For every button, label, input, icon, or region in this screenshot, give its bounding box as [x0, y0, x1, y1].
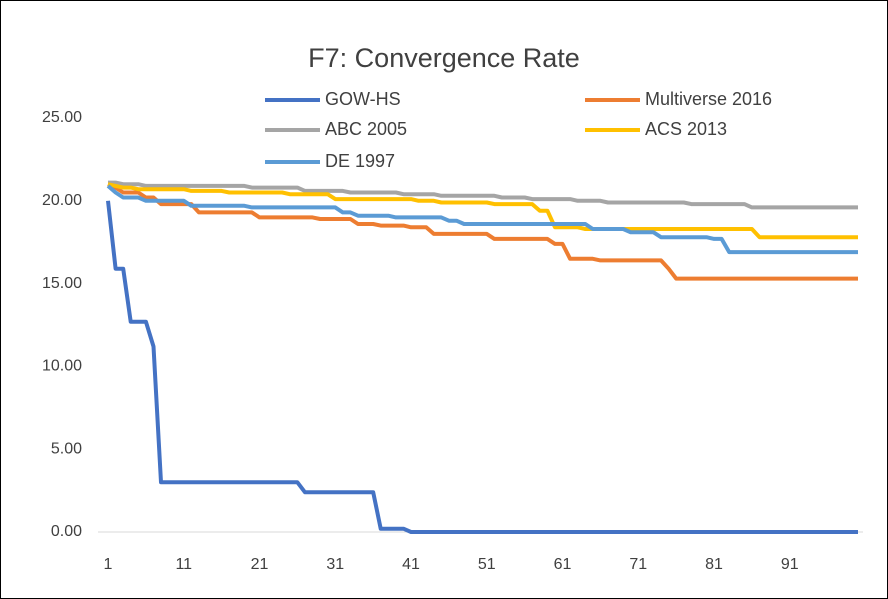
x-tick-label: 71	[629, 556, 647, 573]
series-line	[108, 180, 858, 210]
x-tick-label: 1	[104, 556, 113, 573]
x-tick-label: 81	[705, 556, 723, 573]
y-tick-label: 5.00	[51, 440, 82, 457]
y-tick-label: 20.00	[42, 192, 82, 209]
series-line	[106, 200, 858, 534]
x-tick-label: 61	[554, 556, 572, 573]
legend-label: ACS 2013	[645, 119, 727, 139]
legend-label: DE 1997	[325, 151, 395, 171]
y-tick-label: 10.00	[42, 358, 82, 375]
y-tick-label: 0.00	[51, 523, 82, 540]
x-tick-label: 41	[402, 556, 420, 573]
y-tick-label: 25.00	[42, 109, 82, 126]
series-line	[107, 182, 858, 281]
series-line	[106, 184, 858, 255]
legend-label: Multiverse 2016	[645, 89, 772, 109]
legend-label: GOW-HS	[325, 89, 401, 109]
legend-label: ABC 2005	[325, 119, 407, 139]
x-tick-label: 11	[175, 556, 192, 573]
x-tick-label: 31	[326, 556, 344, 573]
chart-title: F7: Convergence Rate	[308, 43, 580, 73]
series-line	[107, 182, 858, 240]
x-tick-label: 21	[251, 556, 269, 573]
x-tick-label: 51	[478, 556, 496, 573]
y-tick-label: 15.00	[42, 275, 82, 292]
x-tick-label: 91	[781, 556, 799, 573]
